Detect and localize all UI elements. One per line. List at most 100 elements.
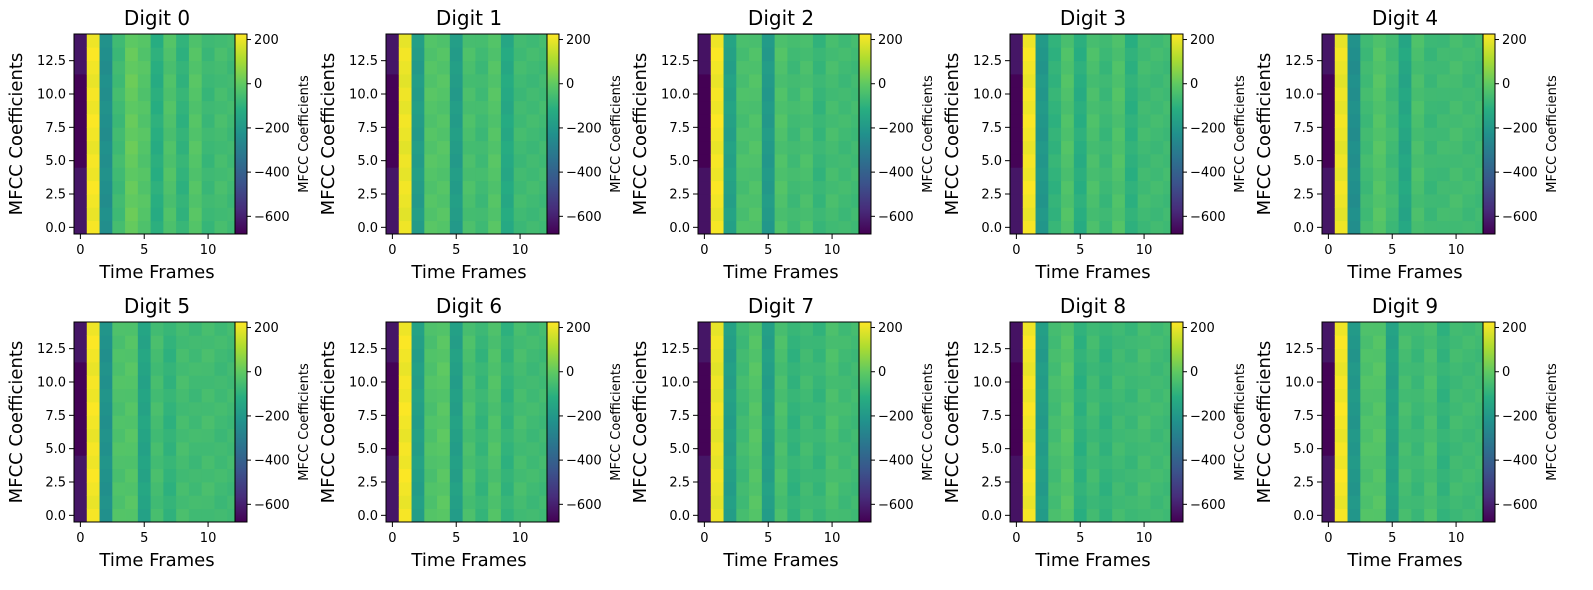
colorbar-frame <box>1482 321 1496 523</box>
heatmap-cell <box>1462 87 1476 102</box>
heatmap-cell <box>150 415 164 430</box>
heatmap-cell <box>749 388 763 403</box>
heatmap-cell <box>723 362 737 376</box>
heatmap-cell <box>475 468 489 483</box>
heatmap-cell <box>1398 60 1412 75</box>
heatmap-cell <box>500 322 515 336</box>
heatmap-cell <box>1048 74 1062 88</box>
heatmap-cell <box>411 100 425 115</box>
heatmap-cell <box>1360 348 1374 363</box>
colorbar-tick-label: −600 <box>254 210 290 225</box>
heatmap-cell <box>176 335 190 350</box>
heatmap-cell <box>1449 154 1463 168</box>
heatmap-cell <box>1099 220 1113 235</box>
heatmap-cell <box>812 482 827 496</box>
heatmap-cell <box>1462 180 1476 195</box>
heatmap-cell <box>1048 194 1062 208</box>
heatmap-cell <box>1035 194 1049 208</box>
heatmap-cell <box>137 74 152 88</box>
heatmap-cell <box>1124 194 1139 208</box>
heatmap-cell <box>812 375 827 390</box>
heatmap-cell <box>214 482 228 496</box>
heatmap-cell <box>488 468 502 483</box>
heatmap-cell <box>513 455 527 470</box>
heatmap-cell <box>201 207 215 222</box>
heatmap-cell <box>86 415 100 430</box>
heatmap-cell <box>1099 194 1113 208</box>
heatmap-cell <box>462 220 476 235</box>
heatmap-cell <box>201 495 215 510</box>
heatmap-cell <box>150 362 164 376</box>
heatmap-cell <box>1360 468 1374 483</box>
heatmap-cell <box>201 60 215 75</box>
x-tick-label: 0 <box>1012 243 1020 258</box>
heatmap-cell <box>137 428 152 443</box>
heatmap-cell <box>1010 362 1024 376</box>
heatmap-cell <box>424 362 438 376</box>
heatmap-cell <box>1022 127 1036 142</box>
heatmap-cell <box>1462 114 1476 128</box>
heatmap-cell <box>449 322 464 336</box>
heatmap-cell <box>1035 74 1049 88</box>
heatmap-cell <box>526 127 540 142</box>
heatmap-cell <box>475 194 489 208</box>
heatmap-cell <box>736 388 750 403</box>
heatmap-cell <box>1010 348 1024 363</box>
heatmap-cell <box>424 482 438 496</box>
heatmap-cell <box>812 100 827 115</box>
x-axis-label: Time Frames <box>410 262 526 283</box>
heatmap-cell <box>411 154 425 168</box>
heatmap-cell <box>1112 74 1126 88</box>
y-tick-label: 0.0 <box>45 509 66 524</box>
heatmap-cell <box>137 114 152 128</box>
heatmap-cell <box>1347 375 1361 390</box>
colorbar-tick-label: −200 <box>1190 121 1226 136</box>
heatmap-cell <box>125 47 139 62</box>
heatmap-cell <box>500 74 515 88</box>
heatmap-cell <box>1035 375 1049 390</box>
heatmap-cell <box>150 220 164 235</box>
heatmap-cell <box>1424 60 1438 75</box>
heatmap-cell <box>437 47 451 62</box>
heatmap-cell <box>201 114 215 128</box>
heatmap-cell <box>825 415 839 430</box>
colorbar-gradient <box>859 34 871 234</box>
heatmap-cell <box>761 154 776 168</box>
heatmap-cell <box>112 508 126 523</box>
heatmap-cell <box>398 428 412 443</box>
heatmap-cell <box>1322 375 1336 390</box>
heatmap-cell <box>1449 100 1463 115</box>
colorbar-tick-label: −600 <box>878 210 914 225</box>
heatmap-cell <box>1322 180 1336 195</box>
heatmap-cell <box>188 34 203 48</box>
heatmap-cell <box>1137 60 1151 75</box>
x-tick-label: 5 <box>452 531 460 546</box>
heatmap-cell <box>424 87 438 102</box>
heatmap-cell <box>1347 468 1361 483</box>
heatmap-cell <box>1322 388 1336 403</box>
heatmap-cell <box>86 47 100 62</box>
heatmap-cell <box>698 415 712 430</box>
heatmap-cell <box>749 482 763 496</box>
heatmap-cell <box>99 508 113 523</box>
heatmap-cell <box>150 114 164 128</box>
heatmap-cell <box>1398 74 1412 88</box>
y-tick-label: 0.0 <box>45 221 66 236</box>
heatmap-cell <box>1112 207 1126 222</box>
heatmap-cell <box>1022 415 1036 430</box>
heatmap-cell <box>1398 362 1412 376</box>
heatmap-cell <box>437 362 451 376</box>
heatmap-cell <box>800 482 814 496</box>
x-tick-label: 5 <box>764 243 772 258</box>
heatmap-cell <box>1360 154 1374 168</box>
heatmap-cell <box>1385 468 1400 483</box>
heatmap-cell <box>214 388 228 403</box>
heatmap-cell <box>112 34 126 48</box>
y-tick-label: 10.0 <box>973 88 1002 103</box>
heatmap-cell <box>201 442 215 456</box>
heatmap-cell <box>774 388 788 403</box>
heatmap-cell <box>825 140 839 155</box>
heatmap-cell <box>1334 34 1348 48</box>
heatmap-cell <box>188 322 203 336</box>
